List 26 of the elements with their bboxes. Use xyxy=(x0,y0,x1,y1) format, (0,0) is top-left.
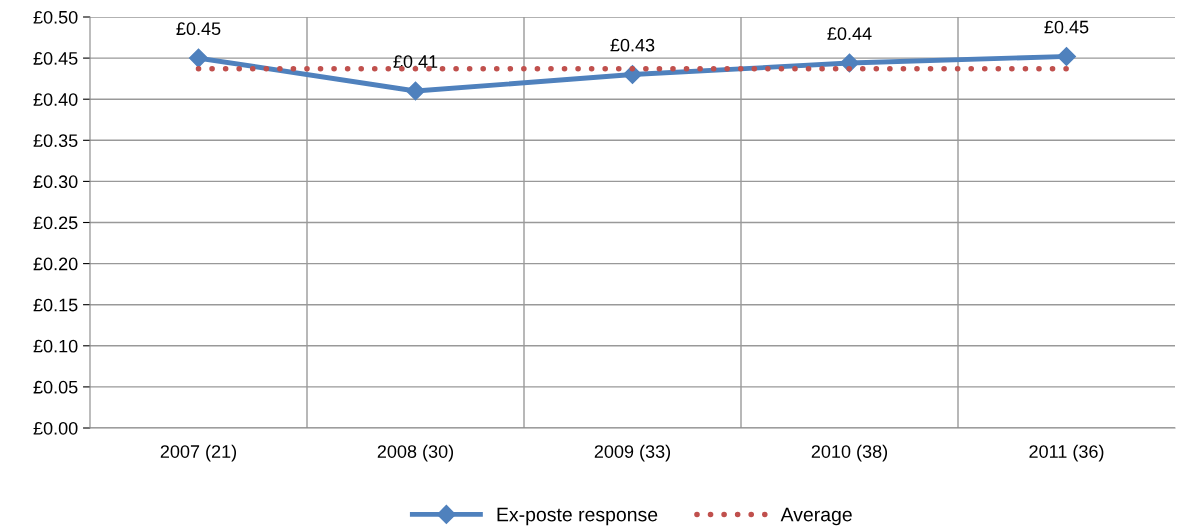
x-tick-label: 2008 (30) xyxy=(377,444,454,462)
data-label: £0.44 xyxy=(827,27,872,41)
point xyxy=(1056,46,1077,66)
point xyxy=(405,81,426,101)
data-label: £0.43 xyxy=(610,38,655,52)
y-tick-label: £0.45 xyxy=(33,52,78,65)
x-tick-label: 2009 (33) xyxy=(594,444,671,462)
data-label: £0.41 xyxy=(393,55,438,68)
point xyxy=(188,48,209,68)
y-tick-label: £0.05 xyxy=(33,380,78,394)
y-tick-label: £0.50 xyxy=(33,10,78,24)
x-tick-label: 2011 (36) xyxy=(1029,444,1104,462)
y-tick-label: £0.10 xyxy=(33,339,78,353)
y-tick-label: £0.00 xyxy=(33,421,78,435)
legend-label: Ex-poste response xyxy=(497,507,658,526)
y-tick-label: £0.35 xyxy=(33,134,78,148)
y-tick-label: £0.40 xyxy=(33,93,78,106)
legend-label: Average xyxy=(780,507,852,526)
y-tick-label: £0.30 xyxy=(33,175,78,189)
y-tick-label: £0.15 xyxy=(33,298,78,312)
y-tick-label: £0.25 xyxy=(33,216,78,230)
data-label: £0.45 xyxy=(176,22,221,36)
x-tick-label: 2010 (38) xyxy=(811,444,888,462)
x-tick-label: 2007 (21) xyxy=(160,444,237,462)
data-label: £0.45 xyxy=(1044,20,1089,34)
y-tick-label: £0.20 xyxy=(33,257,78,271)
